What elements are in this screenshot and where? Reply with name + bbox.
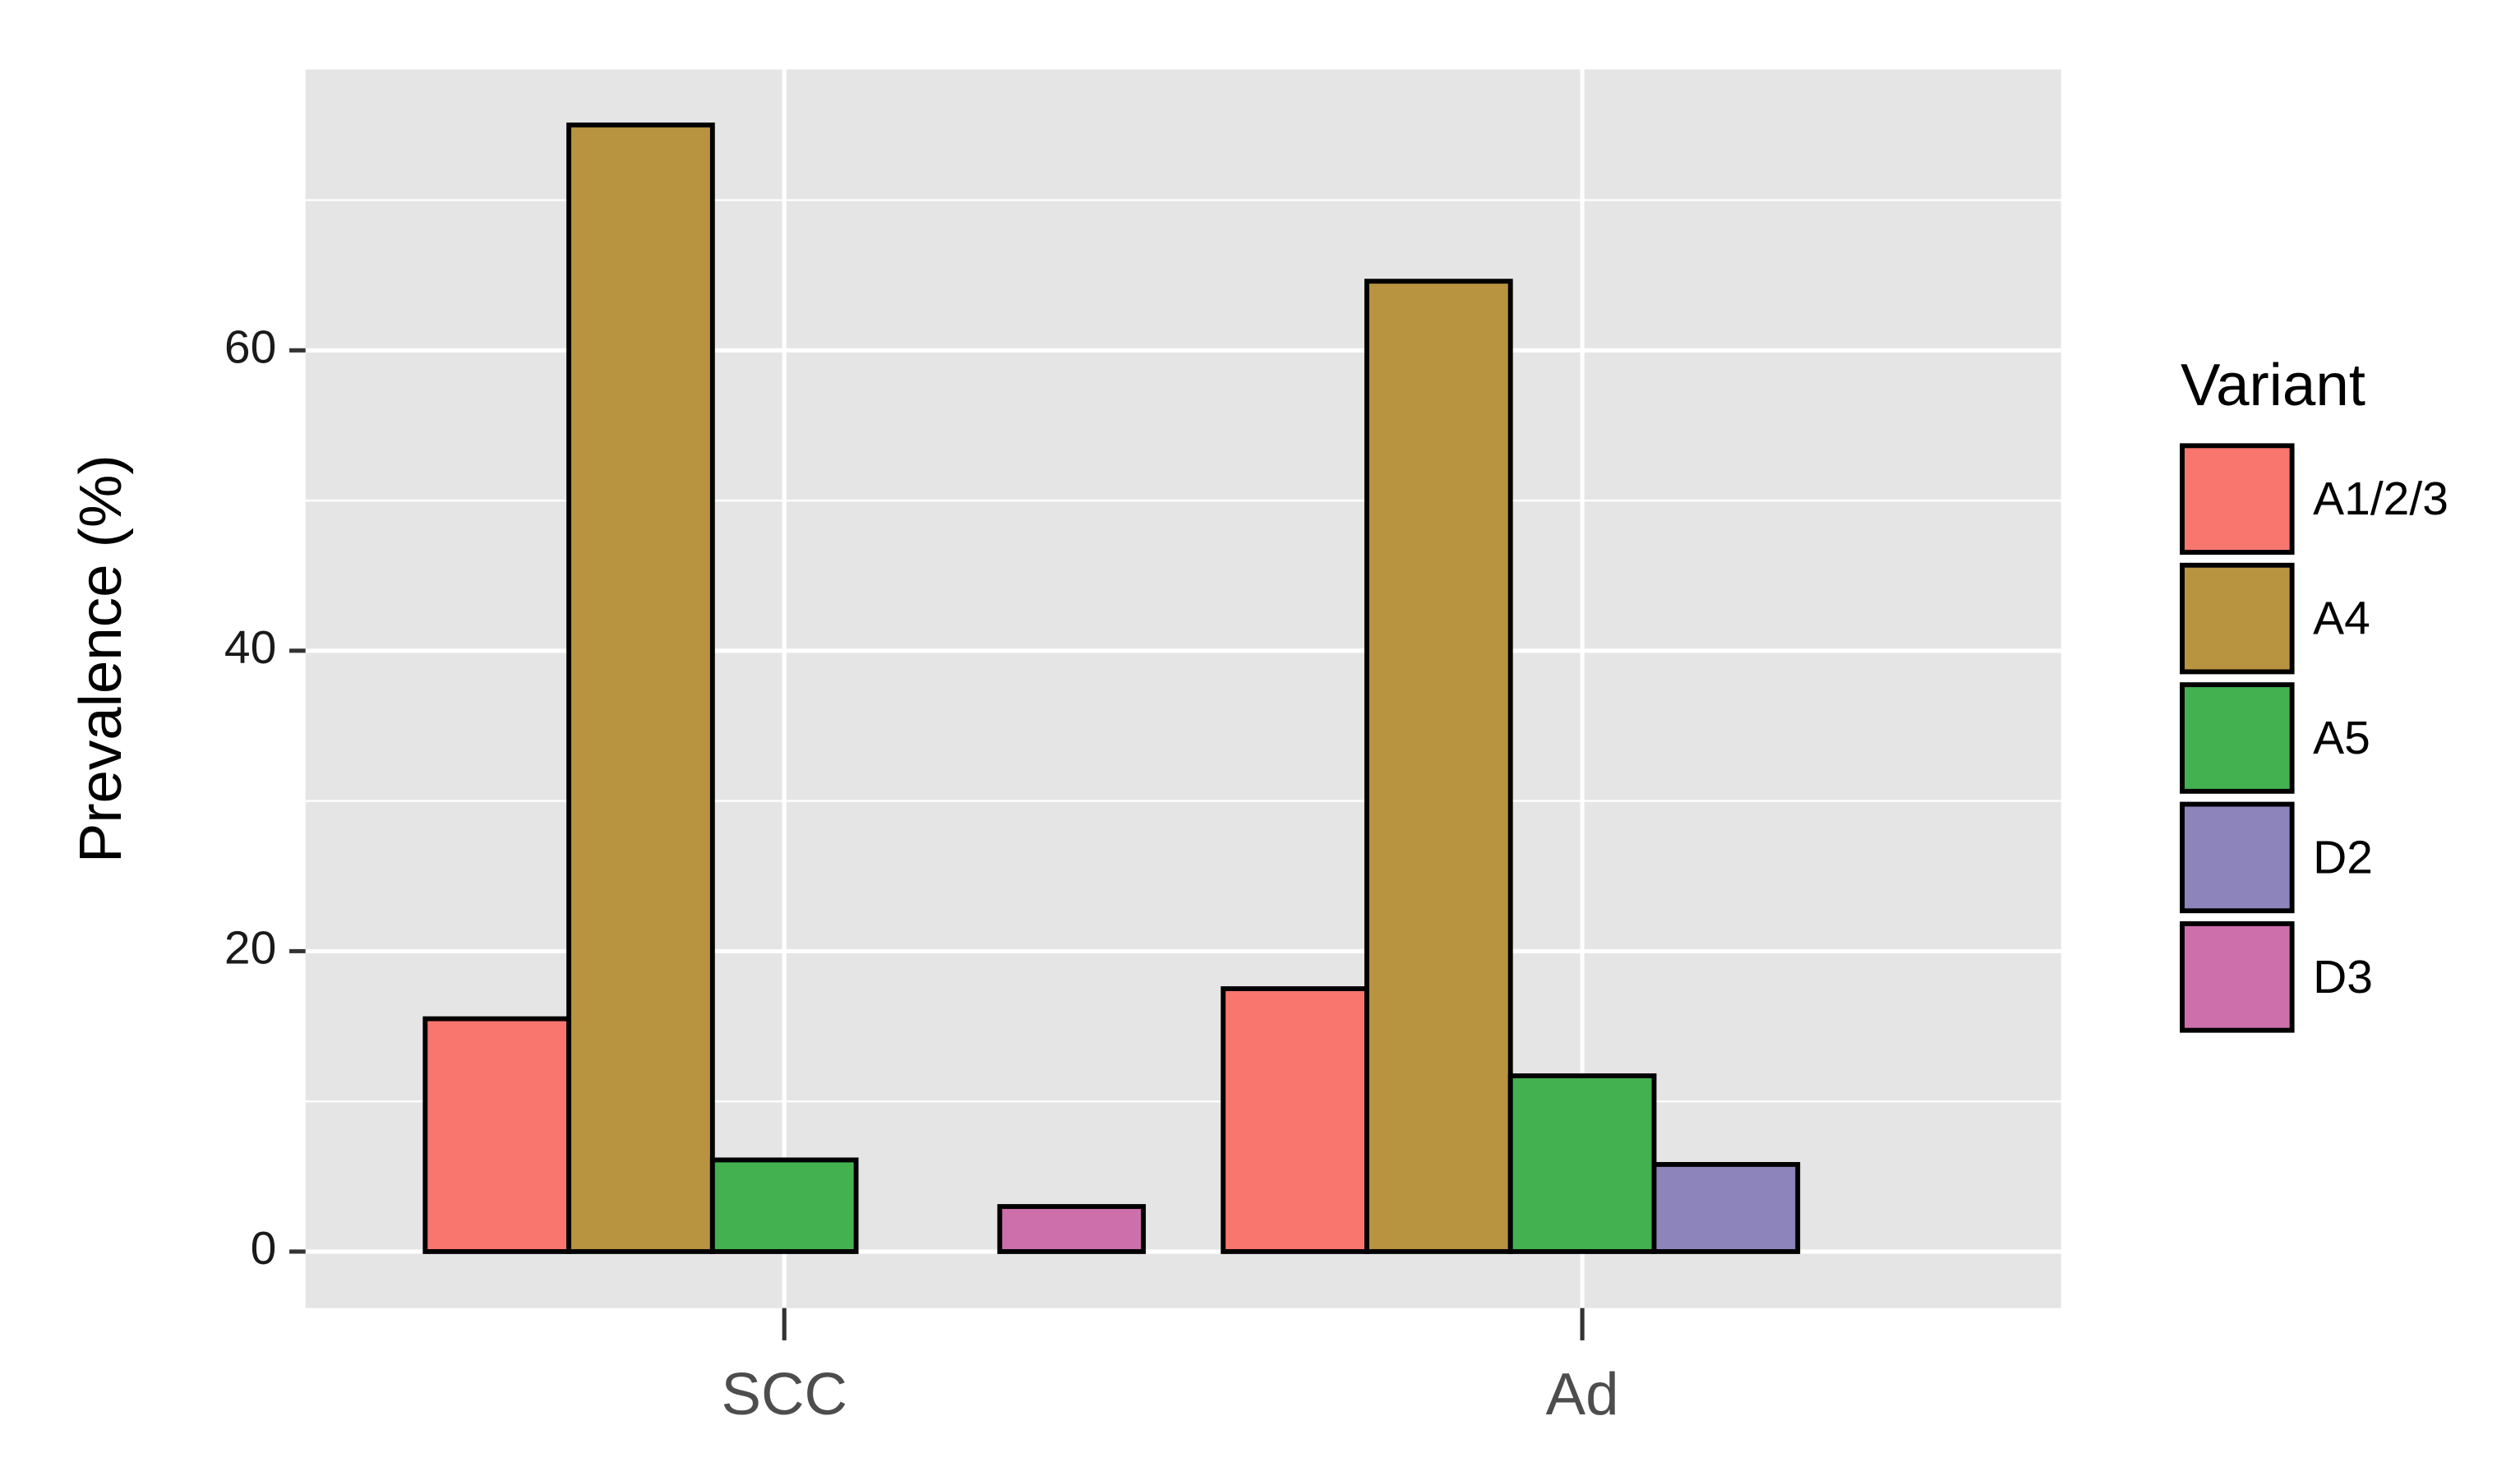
legend-label: A4 [2313, 593, 2370, 645]
legend-label: D3 [2313, 951, 2373, 1003]
legend-label: D2 [2313, 831, 2373, 883]
y-tick-label: 20 [224, 921, 276, 974]
bar [709, 1157, 859, 1254]
bar [997, 1204, 1147, 1254]
bar [566, 122, 715, 1254]
x-tick-label: SCC [721, 1361, 847, 1428]
legend-key [2180, 921, 2295, 1033]
bar [1221, 986, 1369, 1254]
bar [1507, 1073, 1657, 1254]
x-tick-label: Ad [1546, 1361, 1619, 1428]
y-axis-title: Prevalence (%) [67, 454, 134, 863]
legend-key [2180, 443, 2295, 555]
y-tick-label: 0 [251, 1222, 277, 1275]
legend-label: A5 [2313, 712, 2370, 764]
legend-title: Variant [2181, 352, 2365, 418]
legend-label: A1/2/3 [2313, 473, 2448, 525]
y-tick-label: 60 [224, 321, 276, 373]
y-tick-label: 40 [224, 621, 276, 674]
legend-key [2180, 562, 2295, 675]
bar [1364, 279, 1513, 1254]
bar [1651, 1161, 1801, 1254]
legend-key [2180, 682, 2295, 794]
legend-key [2180, 801, 2295, 914]
bar [422, 1016, 572, 1254]
